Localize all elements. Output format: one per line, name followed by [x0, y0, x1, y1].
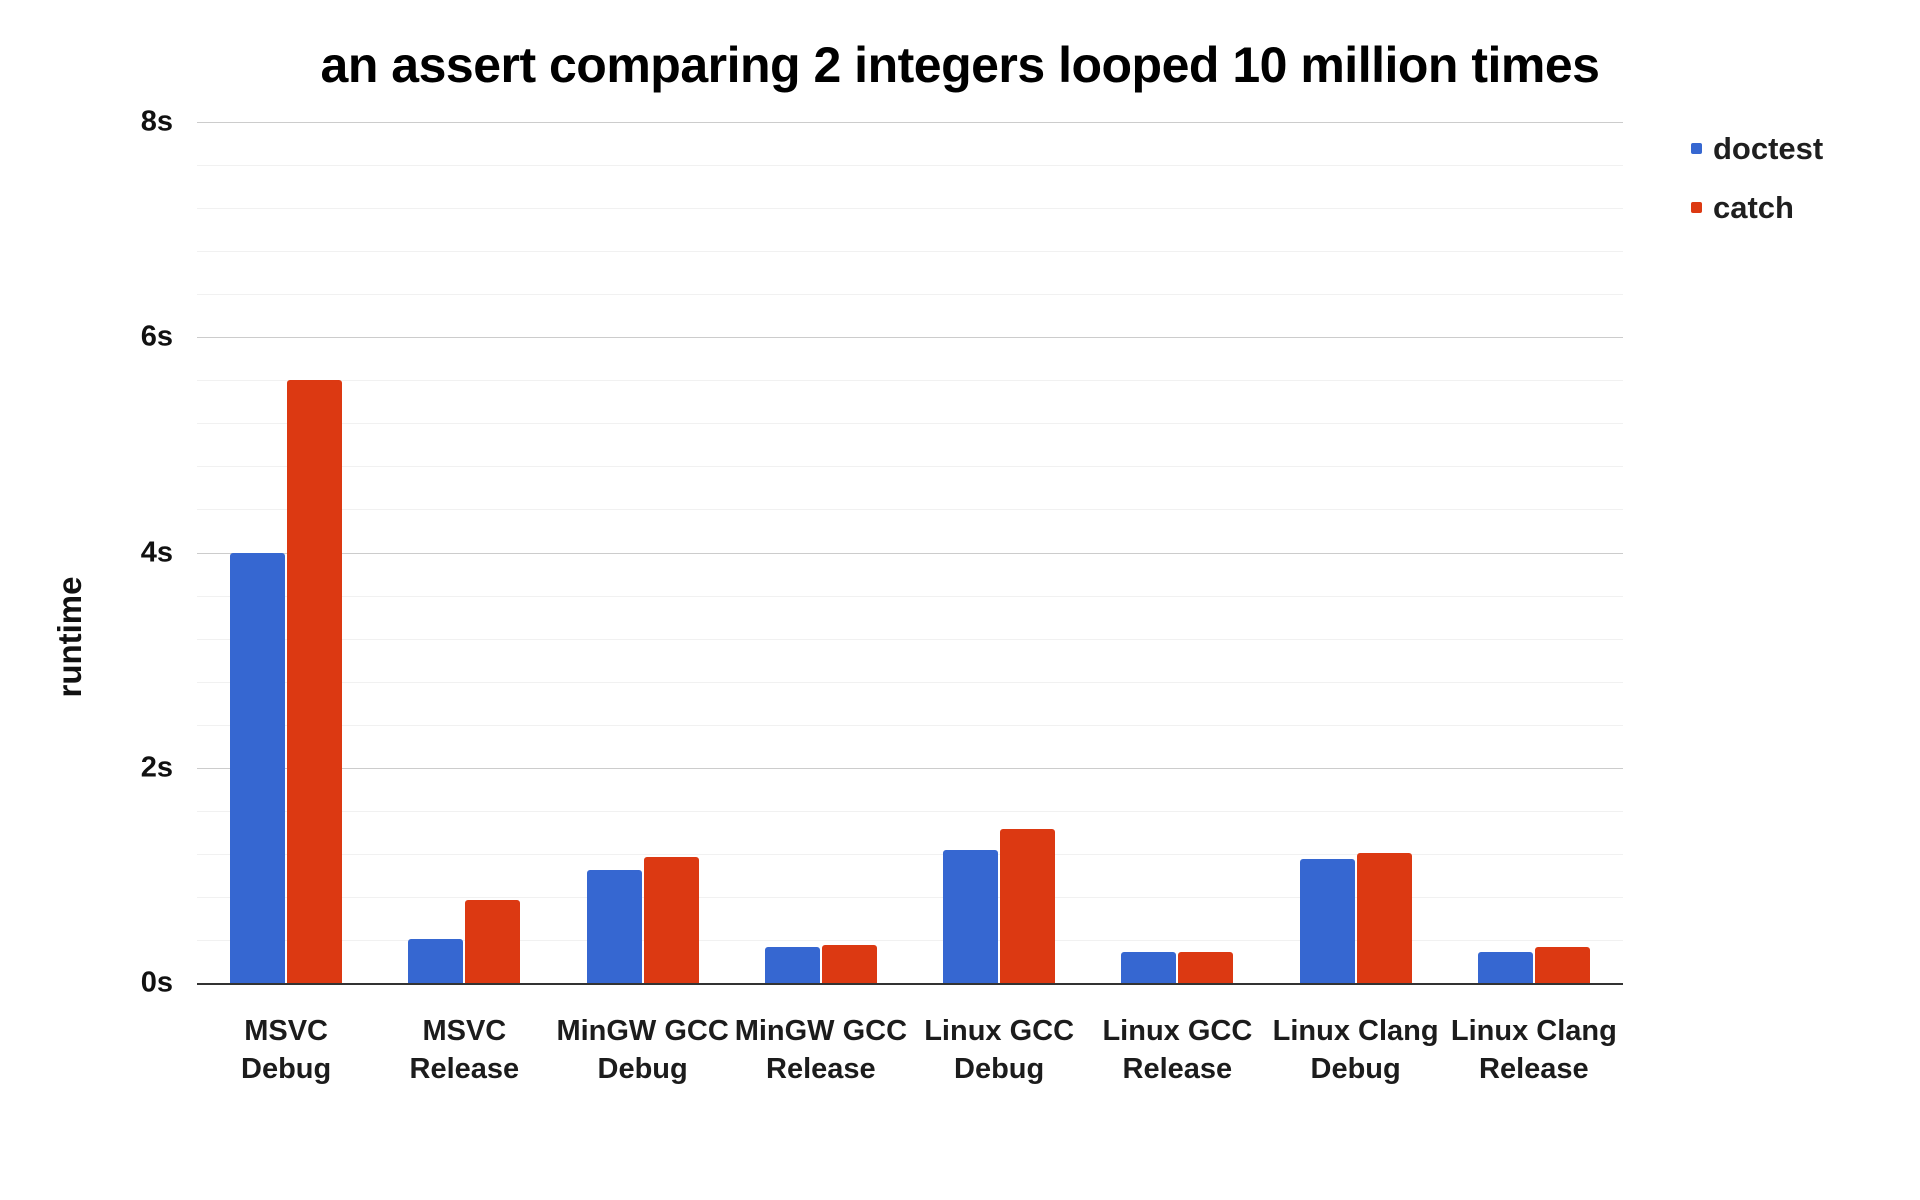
minor-gridline [197, 810, 1623, 812]
x-category-label: MinGW GCC Release [734, 1015, 908, 1085]
bar-group [1088, 122, 1266, 983]
minor-gridline [197, 165, 1623, 167]
bar-group [197, 122, 375, 983]
minor-gridline [197, 681, 1623, 683]
bar-doctest[interactable] [1477, 951, 1533, 983]
major-gridline [197, 767, 1623, 769]
bar-catch[interactable] [287, 380, 343, 983]
minor-gridline [197, 208, 1623, 210]
x-category-label: MSVC Release [409, 1015, 520, 1085]
minor-gridline [197, 939, 1623, 941]
minor-gridline [197, 509, 1623, 511]
legend-item-catch: catch [1691, 178, 1823, 237]
y-tick-label: 0s [140, 966, 173, 999]
chart-title: an assert comparing 2 integers looped 10… [320, 37, 1600, 93]
plot-area: 0s 2s 4s 6s 8s [141, 106, 1623, 999]
gridlines [197, 122, 1623, 983]
bar-group [554, 122, 732, 983]
bar-doctest[interactable] [943, 849, 999, 983]
minor-gridline [197, 380, 1623, 382]
bar-catch[interactable] [1178, 951, 1234, 983]
x-category-label: MinGW GCC Debug [556, 1015, 729, 1085]
legend-label: doctest [1713, 130, 1824, 166]
bar-doctest[interactable] [1299, 859, 1355, 983]
x-axis-labels: MSVC Debug MSVC Release MinGW GCC Debug Min… [197, 1012, 1623, 1088]
x-category-label: Linux Clang Release [1450, 1015, 1617, 1085]
legend-item-doctest: doctest [1691, 119, 1823, 178]
minor-gridline [197, 896, 1623, 898]
major-gridline [197, 552, 1623, 554]
bar-group [1445, 122, 1623, 983]
minor-gridline [197, 294, 1623, 296]
bar-groups [197, 122, 1623, 983]
x-category-label: MSVC Debug [241, 1015, 332, 1085]
y-tick-label: 8s [140, 105, 173, 138]
bar-catch[interactable] [1356, 852, 1412, 983]
bar-group [375, 122, 553, 983]
x-category-label: Linux GCC Release [1102, 1015, 1253, 1085]
y-tick-label: 6s [140, 320, 173, 353]
minor-gridline [197, 853, 1623, 855]
minor-gridline [197, 251, 1623, 253]
bar-group [732, 122, 910, 983]
bar-doctest[interactable] [1121, 951, 1177, 983]
bar-catch[interactable] [1000, 829, 1056, 983]
minor-gridline [197, 638, 1623, 640]
legend-swatch-doctest [1691, 143, 1702, 154]
bar-group [1267, 122, 1445, 983]
bar-doctest[interactable] [586, 870, 642, 983]
x-category-label: Linux GCC Debug [924, 1015, 1075, 1085]
minor-gridline [197, 595, 1623, 597]
minor-gridline [197, 466, 1623, 468]
major-gridline [197, 122, 1623, 123]
bar-catch[interactable] [821, 945, 877, 983]
bar-doctest[interactable] [764, 947, 820, 983]
minor-gridline [197, 724, 1623, 726]
bar-catch[interactable] [1534, 947, 1590, 983]
legend-swatch-catch [1691, 202, 1702, 213]
major-gridline [197, 337, 1623, 339]
legend-label: catch [1713, 189, 1794, 225]
minor-gridline [197, 423, 1623, 425]
bar-doctest[interactable] [408, 938, 464, 983]
bar-group [910, 122, 1088, 983]
y-tick-label: 2s [140, 751, 173, 784]
bar-catch[interactable] [643, 857, 699, 983]
y-tick-label: 4s [140, 536, 173, 568]
bar-doctest[interactable] [230, 552, 286, 983]
legend: doctest catch [1691, 119, 1823, 237]
bar-catch[interactable] [465, 900, 521, 983]
x-category-label: Linux Clang Debug [1272, 1015, 1439, 1085]
y-axis-title: runtime [51, 576, 88, 698]
